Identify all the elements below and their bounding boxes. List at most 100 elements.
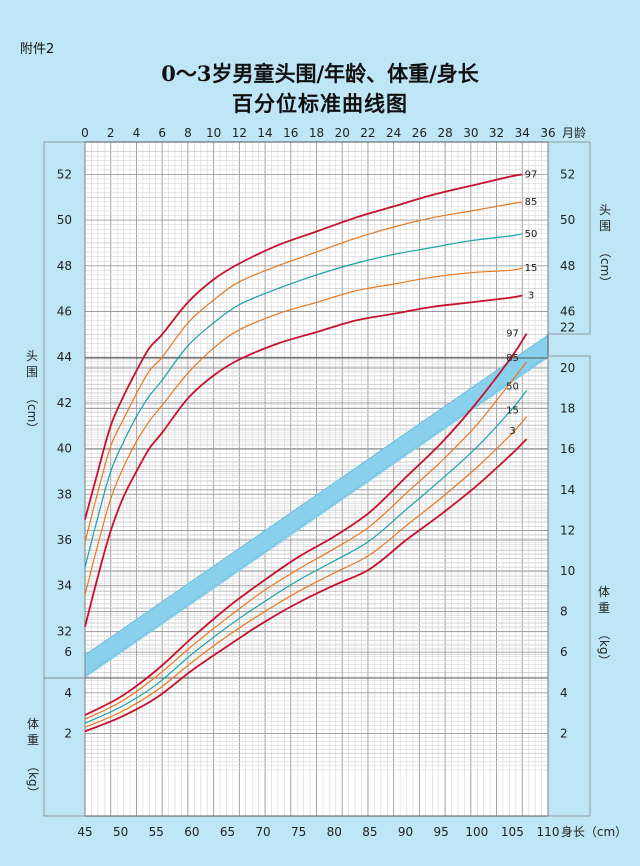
age-tick-label: 24 [386, 126, 401, 140]
head-left-tick-label: 34 [57, 579, 72, 593]
chart-subtitle: 百分位标准曲线图 [232, 91, 408, 116]
head-right-axis-title-char: 围 [599, 219, 611, 233]
head-left-tick-label: 46 [57, 305, 72, 319]
head-right-tick-label: 52 [560, 167, 575, 181]
head-p97-line [84, 173, 523, 520]
age-tick-label: 10 [206, 126, 221, 140]
weight-p85-label: 85 [506, 353, 519, 364]
head-right-tick-label: 46 [560, 305, 575, 319]
head-left-tick-label: 32 [57, 624, 72, 638]
weight-p85-line [84, 361, 528, 720]
length-tick-label: 75 [291, 825, 306, 839]
weight-right-tick-label: 12 [560, 523, 575, 537]
head-p15-label: 15 [525, 263, 538, 274]
head-p97-label: 97 [525, 169, 538, 180]
weight-p50-line [84, 389, 528, 724]
percentile-labels: 97 85 50 15 3 97 85 50 15 3 [506, 169, 537, 437]
weight-left-tick-label: 4 [64, 686, 72, 700]
head-left-tick-label: 44 [57, 350, 72, 364]
weight-right-tick-label: 6 [560, 645, 568, 659]
head-right-tick-label: 48 [560, 259, 575, 273]
age-tick-label: 20 [335, 126, 350, 140]
length-tick-label: 100 [465, 825, 488, 839]
age-tick-label: 8 [184, 126, 192, 140]
weight-right-tick-label: 14 [560, 483, 575, 497]
age-tick-label: 28 [437, 126, 452, 140]
weight-right-panel [547, 355, 591, 817]
age-tick-label: 6 [158, 126, 166, 140]
head-right-axis-title-char: 头 [599, 203, 611, 217]
length-tick-label: 80 [327, 825, 342, 839]
length-tick-label: 60 [184, 825, 199, 839]
head-left-tick-label: 48 [57, 259, 72, 273]
age-tick-label: 26 [412, 126, 427, 140]
length-tick-label: 55 [149, 825, 164, 839]
chart-title: 0～3岁男童头围/年龄、体重/身长 [161, 61, 479, 86]
head-p3-label: 3 [528, 291, 534, 302]
length-tick-label: 50 [113, 825, 128, 839]
weight-left-axis-title-unit: （kg） [26, 760, 40, 799]
head-left-tick-label: 36 [57, 533, 72, 547]
tick-labels: 0 2 4 6 8 10 12 14 16 18 20 22 24 26 28 30 32 34 36 月龄32343… [57, 126, 627, 839]
head-left-tick-label: 52 [57, 167, 72, 181]
head-p3-line [84, 294, 523, 628]
weight-right-tick-label: 22 [560, 320, 575, 334]
head-left-axis-title-unit: （cm） [25, 392, 39, 434]
head-p50-label: 50 [525, 229, 538, 240]
plot-frames [43, 141, 591, 817]
head-right-tick-label: 50 [560, 213, 575, 227]
age-tick-label: 34 [515, 126, 530, 140]
head-right-axis-title: 头围 （cm） [598, 203, 612, 288]
age-tick-label: 16 [283, 126, 298, 140]
weight-right-axis-title-char: 体 [598, 585, 610, 599]
weight-right-tick-label: 4 [560, 686, 568, 700]
age-tick-label: 14 [257, 126, 272, 140]
weight-p97-label: 97 [506, 328, 519, 339]
weight-p3-label: 3 [509, 426, 515, 437]
weight-right-tick-label: 8 [560, 605, 568, 619]
length-tick-label: 110 [537, 825, 560, 839]
head-left-axis-title-char: 围 [26, 365, 38, 379]
attachment-label: 附件2 [20, 42, 55, 57]
weight-right-axis-title-char: 重 [598, 601, 610, 615]
weight-left-tick-label: 6 [64, 645, 72, 659]
age-tick-label: 12 [232, 126, 247, 140]
weight-left-axis-title: 体重 （kg） [26, 717, 40, 799]
head-right-panel [547, 141, 591, 335]
weight-left-panel [43, 677, 86, 817]
weight-right-tick-label: 16 [560, 442, 575, 456]
head-p85-line [84, 201, 523, 543]
age-tick-label: 36 [540, 126, 555, 140]
head-p15-line [84, 267, 523, 595]
head-p85-label: 85 [525, 197, 538, 208]
head-left-tick-label: 50 [57, 213, 72, 227]
age-tick-label: 2 [107, 126, 115, 140]
band-edge [85, 356, 548, 678]
weight-left-axis-title-char: 体 [27, 717, 39, 731]
head-left-axis-title: 头围 （cm） [25, 349, 39, 434]
age-tick-label: 4 [133, 126, 141, 140]
weight-left-tick-label: 2 [64, 726, 72, 740]
length-tick-label: 65 [220, 825, 235, 839]
age-tick-label: 18 [309, 126, 324, 140]
head-right-axis-title-unit: （cm） [598, 246, 612, 288]
weight-right-tick-label: 10 [560, 564, 575, 578]
weight-right-tick-label: 2 [560, 726, 568, 740]
weight-right-tick-label: 20 [560, 361, 575, 375]
head-p50-line [84, 233, 523, 568]
head-left-tick-label: 40 [57, 442, 72, 456]
length-tick-label: 70 [255, 825, 270, 839]
weight-p15-label: 15 [506, 406, 519, 417]
age-tick-label: 30 [463, 126, 478, 140]
head-left-axis-title-char: 头 [26, 349, 38, 363]
percentile-curves [84, 173, 528, 733]
weight-p97-line [84, 333, 528, 716]
axis-titles: 头围（cm）头围（cm）体重（kg）体重（kg） [25, 203, 612, 799]
length-axis-title: 身长（cm） [561, 824, 627, 839]
weight-right-axis-title-unit: （kg） [597, 628, 611, 667]
head-left-tick-label: 42 [57, 396, 72, 410]
weight-right-axis-title: 体重 （kg） [597, 585, 611, 667]
age-axis-title: 月龄 [562, 126, 586, 140]
age-tick-label: 22 [360, 126, 375, 140]
